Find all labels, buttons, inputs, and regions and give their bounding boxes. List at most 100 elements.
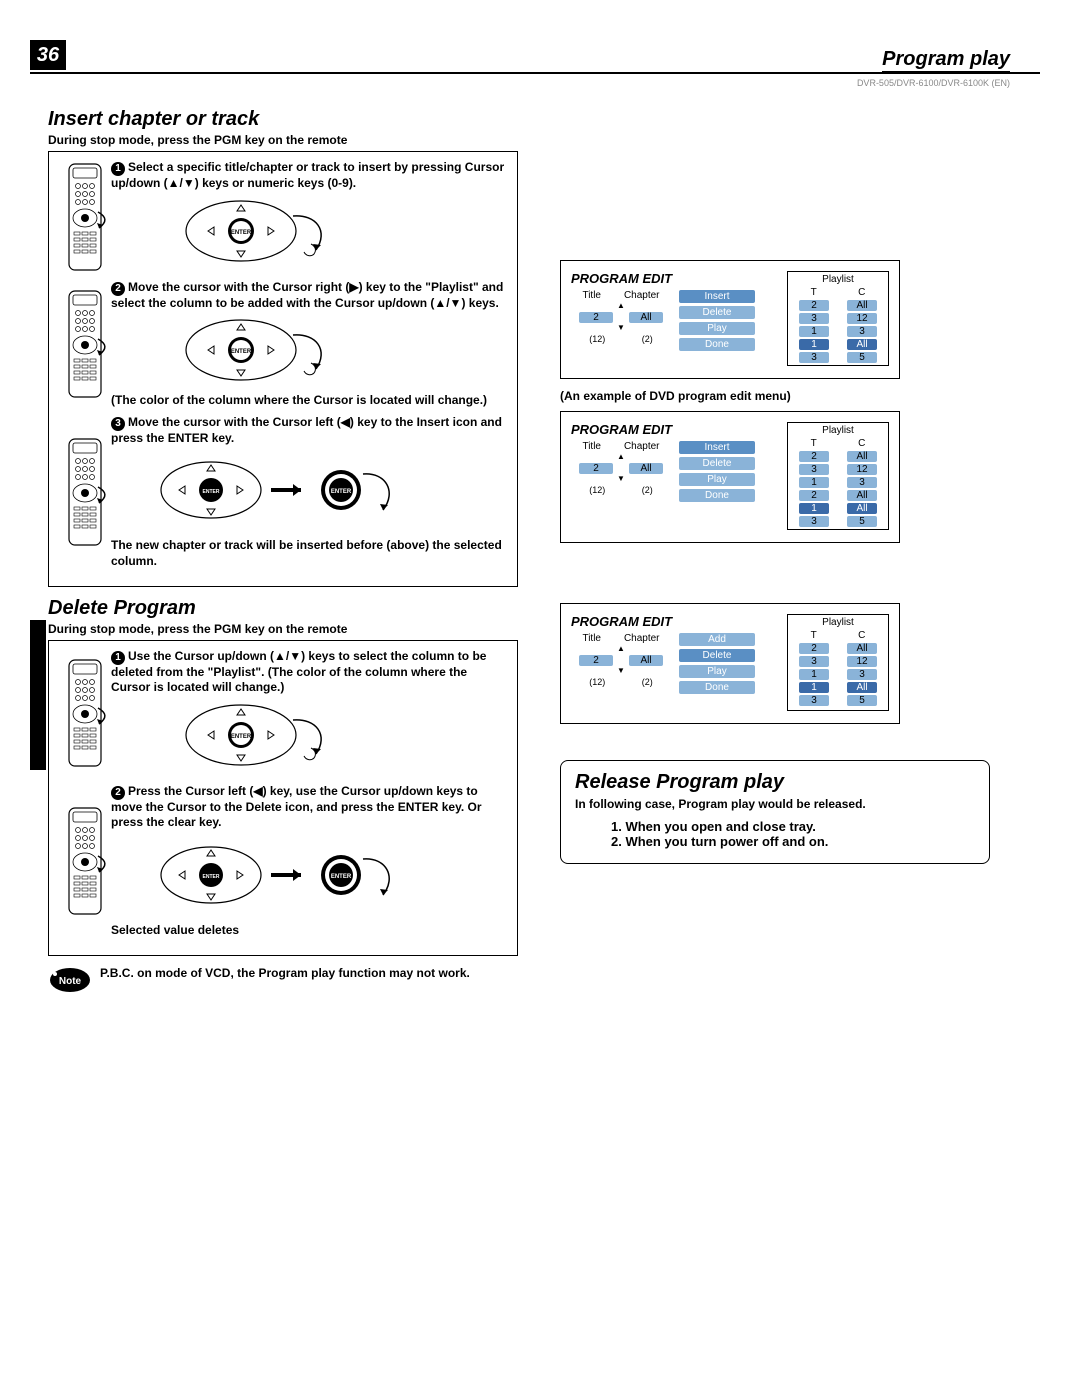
pl-cell-t: 1 xyxy=(799,503,829,514)
program-edit-panel-2: PROGRAM EDIT TitleChapter ▲ 2All ▼ (12)(… xyxy=(560,411,900,543)
remote-icon xyxy=(64,162,106,272)
title-header: Title xyxy=(582,633,601,644)
program-edit-panel-1: PROGRAM EDIT TitleChapter ▲ 2All ▼ (12)(… xyxy=(560,260,900,379)
delete-action: Delete xyxy=(679,457,755,470)
add-action: Add xyxy=(679,633,755,646)
insert-title: Insert chapter or track xyxy=(48,108,518,131)
pl-cell-c: 12 xyxy=(847,656,877,667)
playlist-row: 1All xyxy=(790,682,886,693)
release-box: Release Program play In following case, … xyxy=(560,760,990,864)
model-line: DVR-505/DVR-6100/DVR-6100K (EN) xyxy=(857,78,1010,88)
play-action: Play xyxy=(679,473,755,486)
panel-title: PROGRAM EDIT xyxy=(571,614,755,629)
playlist-row: 1 All xyxy=(790,339,886,350)
title-count: (12) xyxy=(589,334,605,344)
playlist-row: 2 All xyxy=(790,451,886,462)
program-edit-panel-3: PROGRAM EDIT TitleChapter ▲ 2All ▼ (12)(… xyxy=(560,603,900,724)
play-action: Play xyxy=(679,665,755,678)
delete-action: Delete xyxy=(679,306,755,319)
pl-head-t: T xyxy=(811,630,817,641)
delete-step1: Use the Cursor up/down (▲/▼) keys to sel… xyxy=(111,649,486,695)
playlist-row: 13 xyxy=(790,477,886,488)
panel-caption: (An example of DVD program edit menu) xyxy=(560,389,1000,403)
insert-step3: Move the cursor with the Cursor left (◀)… xyxy=(111,415,502,445)
pl-cell-c: All xyxy=(847,451,877,462)
pl-cell-t: 1 xyxy=(799,339,829,350)
page-number: 36 xyxy=(30,40,66,70)
playlist-label: Playlist xyxy=(790,617,886,628)
pl-head-t: T xyxy=(811,438,817,449)
playlist-row: 13 xyxy=(790,326,886,337)
step-num-3: 3 xyxy=(111,417,125,431)
insert-result: The new chapter or track will be inserte… xyxy=(111,538,507,569)
chapter-count: (2) xyxy=(642,485,653,495)
done-action: Done xyxy=(679,489,755,502)
delete-title: Delete Program xyxy=(48,597,518,620)
pl-cell-c: 12 xyxy=(847,313,877,324)
delete-action: Delete xyxy=(679,649,755,662)
pl-head-c: C xyxy=(858,438,865,449)
pl-cell-c: 5 xyxy=(847,695,877,706)
title-header: Title xyxy=(582,441,601,452)
title-header: Title xyxy=(582,290,601,301)
chapter-header: Chapter xyxy=(624,633,660,644)
pl-head-c: C xyxy=(858,287,865,298)
pl-cell-t: 3 xyxy=(799,313,829,324)
step-num-2: 2 xyxy=(111,282,125,296)
pl-cell-c: All xyxy=(847,339,877,350)
chapter-header: Chapter xyxy=(624,441,660,452)
playlist-1: Playlist TC 2All312131All35 xyxy=(787,271,889,366)
playlist-row: 13 xyxy=(790,669,886,680)
playlist-row: 35 xyxy=(790,352,886,363)
pl-cell-t: 1 xyxy=(799,669,829,680)
done-action: Done xyxy=(679,338,755,351)
playlist-row: 35 xyxy=(790,516,886,527)
dpad-icon xyxy=(161,315,341,385)
insert-box: 1Select a specific title/chapter or trac… xyxy=(48,151,518,587)
panel-title: PROGRAM EDIT xyxy=(571,422,755,437)
pl-cell-t: 1 xyxy=(799,477,829,488)
playlist-row: 35 xyxy=(790,695,886,706)
note-icon xyxy=(48,966,92,994)
insert-action: Insert xyxy=(679,441,755,454)
pl-cell-c: All xyxy=(847,490,877,501)
step-num-2: 2 xyxy=(111,786,125,800)
pl-cell-c: 12 xyxy=(847,464,877,475)
pl-cell-t: 1 xyxy=(799,326,829,337)
dpad-icon xyxy=(161,196,341,266)
title-value: 2 xyxy=(579,312,613,323)
delete-box: 1Use the Cursor up/down (▲/▼) keys to se… xyxy=(48,640,518,956)
delete-subtitle: During stop mode, press the PGM key on t… xyxy=(48,622,518,636)
title-value: 2 xyxy=(579,655,613,666)
pl-cell-t: 3 xyxy=(799,516,829,527)
pl-cell-c: 5 xyxy=(847,352,877,363)
chapter-value: All xyxy=(629,655,663,666)
pl-cell-t: 2 xyxy=(799,490,829,501)
insert-subtitle: During stop mode, press the PGM key on t… xyxy=(48,133,518,147)
title-value: 2 xyxy=(579,463,613,474)
side-tab xyxy=(30,620,46,770)
insert-step2: Move the cursor with the Cursor right (▶… xyxy=(111,280,503,310)
delete-result: Selected value deletes xyxy=(111,923,507,939)
pl-cell-c: 3 xyxy=(847,326,877,337)
title-count: (12) xyxy=(589,677,605,687)
title-count: (12) xyxy=(589,485,605,495)
dpad-enter-icon xyxy=(141,835,401,915)
playlist-row: 2All xyxy=(790,643,886,654)
pl-cell-t: 3 xyxy=(799,695,829,706)
done-action: Done xyxy=(679,681,755,694)
playlist-row: 3 12 xyxy=(790,313,886,324)
chapter-count: (2) xyxy=(642,334,653,344)
header-title: Program play xyxy=(882,48,1010,73)
playlist-label: Playlist xyxy=(790,274,886,285)
release-subtitle: In following case, Program play would be… xyxy=(575,797,975,811)
playlist-label: Playlist xyxy=(790,425,886,436)
play-action: Play xyxy=(679,322,755,335)
panel-title: PROGRAM EDIT xyxy=(571,271,755,286)
pl-cell-c: 5 xyxy=(847,516,877,527)
dpad-icon xyxy=(161,700,341,770)
pl-cell-t: 2 xyxy=(799,643,829,654)
pl-cell-c: 3 xyxy=(847,477,877,488)
pl-cell-t: 2 xyxy=(799,451,829,462)
pl-cell-c: All xyxy=(847,300,877,311)
